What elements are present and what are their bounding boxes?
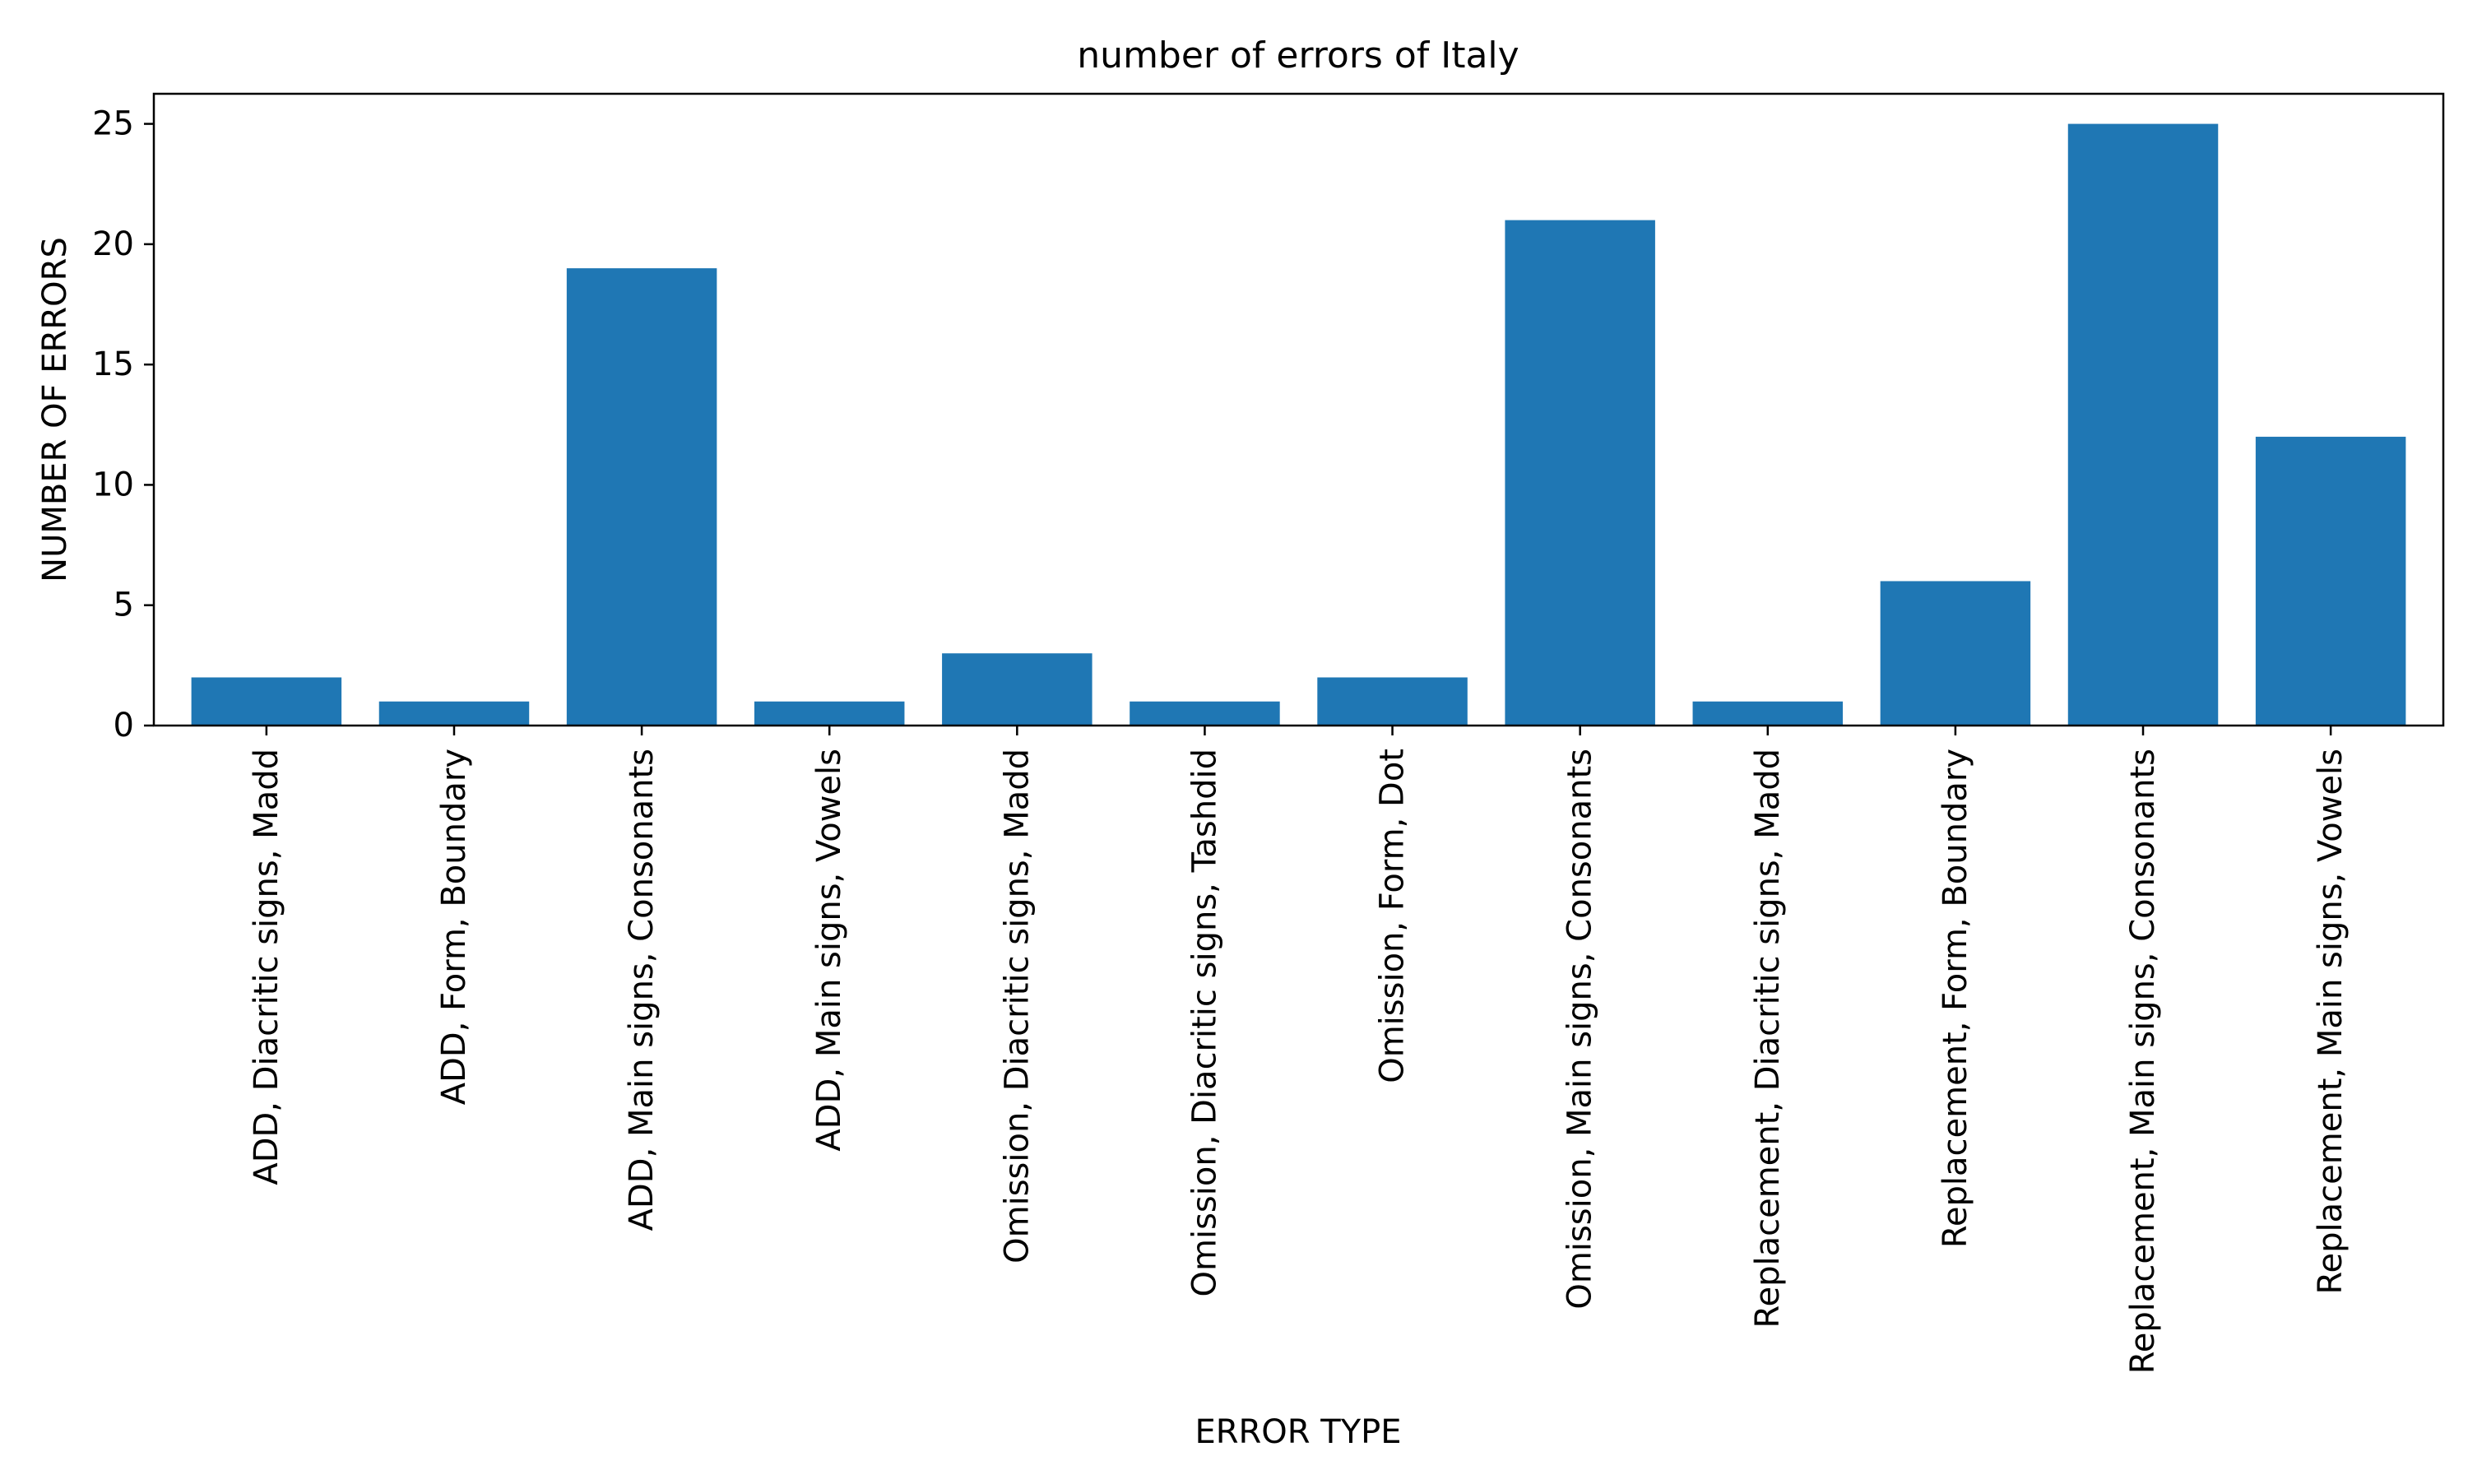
bar-12: [2255, 436, 2406, 726]
x-axis: ADD, Diacritic signs, Madd ADD, Form, Bou…: [248, 726, 2350, 1374]
x-tick-label-3: ADD, Main signs, Consonants: [623, 749, 661, 1231]
x-tick-label-9: Replacement, Diacritic signs, Madd: [1749, 749, 1787, 1329]
x-tick-label-4: ADD, Main signs, Vowels: [810, 749, 848, 1152]
y-axis: 0 5 10 15 20 25: [92, 105, 154, 744]
bar-4: [754, 701, 905, 726]
x-tick-label-6: Omission, Diacritic signs, Tashdid: [1185, 749, 1223, 1296]
x-tick-label-2: ADD, Form, Boundary: [435, 749, 473, 1105]
y-tick-label-0: 0: [114, 707, 134, 744]
bar-10: [1880, 581, 2031, 726]
y-tick-label-15: 15: [92, 345, 134, 383]
x-tick-label-5: Omission, Diacritic signs, Madd: [998, 749, 1036, 1264]
bar-7: [1317, 677, 1468, 726]
bar-6: [1130, 701, 1280, 726]
bar-9: [1692, 701, 1844, 726]
bar-1: [191, 677, 342, 726]
x-tick-label-8: Omission, Main signs, Consonants: [1561, 749, 1599, 1310]
plot-frame: [152, 92, 2445, 727]
y-tick-label-5: 5: [114, 587, 134, 624]
bar-8: [1505, 220, 1655, 726]
y-axis-label: NUMBER OF ERRORS: [36, 237, 74, 582]
bar-3: [566, 268, 717, 726]
x-tick-label-11: Replacement, Main signs, Consonants: [2124, 749, 2162, 1374]
x-tick-label-7: Omission, Form, Dot: [1374, 749, 1412, 1083]
chart-title: number of errors of Italy: [1077, 35, 1519, 77]
y-tick-label-20: 20: [92, 225, 134, 263]
y-tick-label-25: 25: [92, 105, 134, 143]
x-tick-label-10: Replacement, Form, Boundary: [1937, 749, 1974, 1248]
bar-11: [2067, 123, 2219, 726]
x-tick-label-12: Replacement, Main signs, Vowels: [2312, 749, 2350, 1294]
bar-2: [378, 701, 530, 726]
x-tick-label-1: ADD, Diacritic signs, Madd: [248, 749, 285, 1185]
bar-5: [942, 653, 1093, 726]
y-tick-label-10: 10: [92, 466, 134, 503]
x-axis-label: ERROR TYPE: [1195, 1413, 1401, 1451]
bars-group: [191, 123, 2406, 726]
